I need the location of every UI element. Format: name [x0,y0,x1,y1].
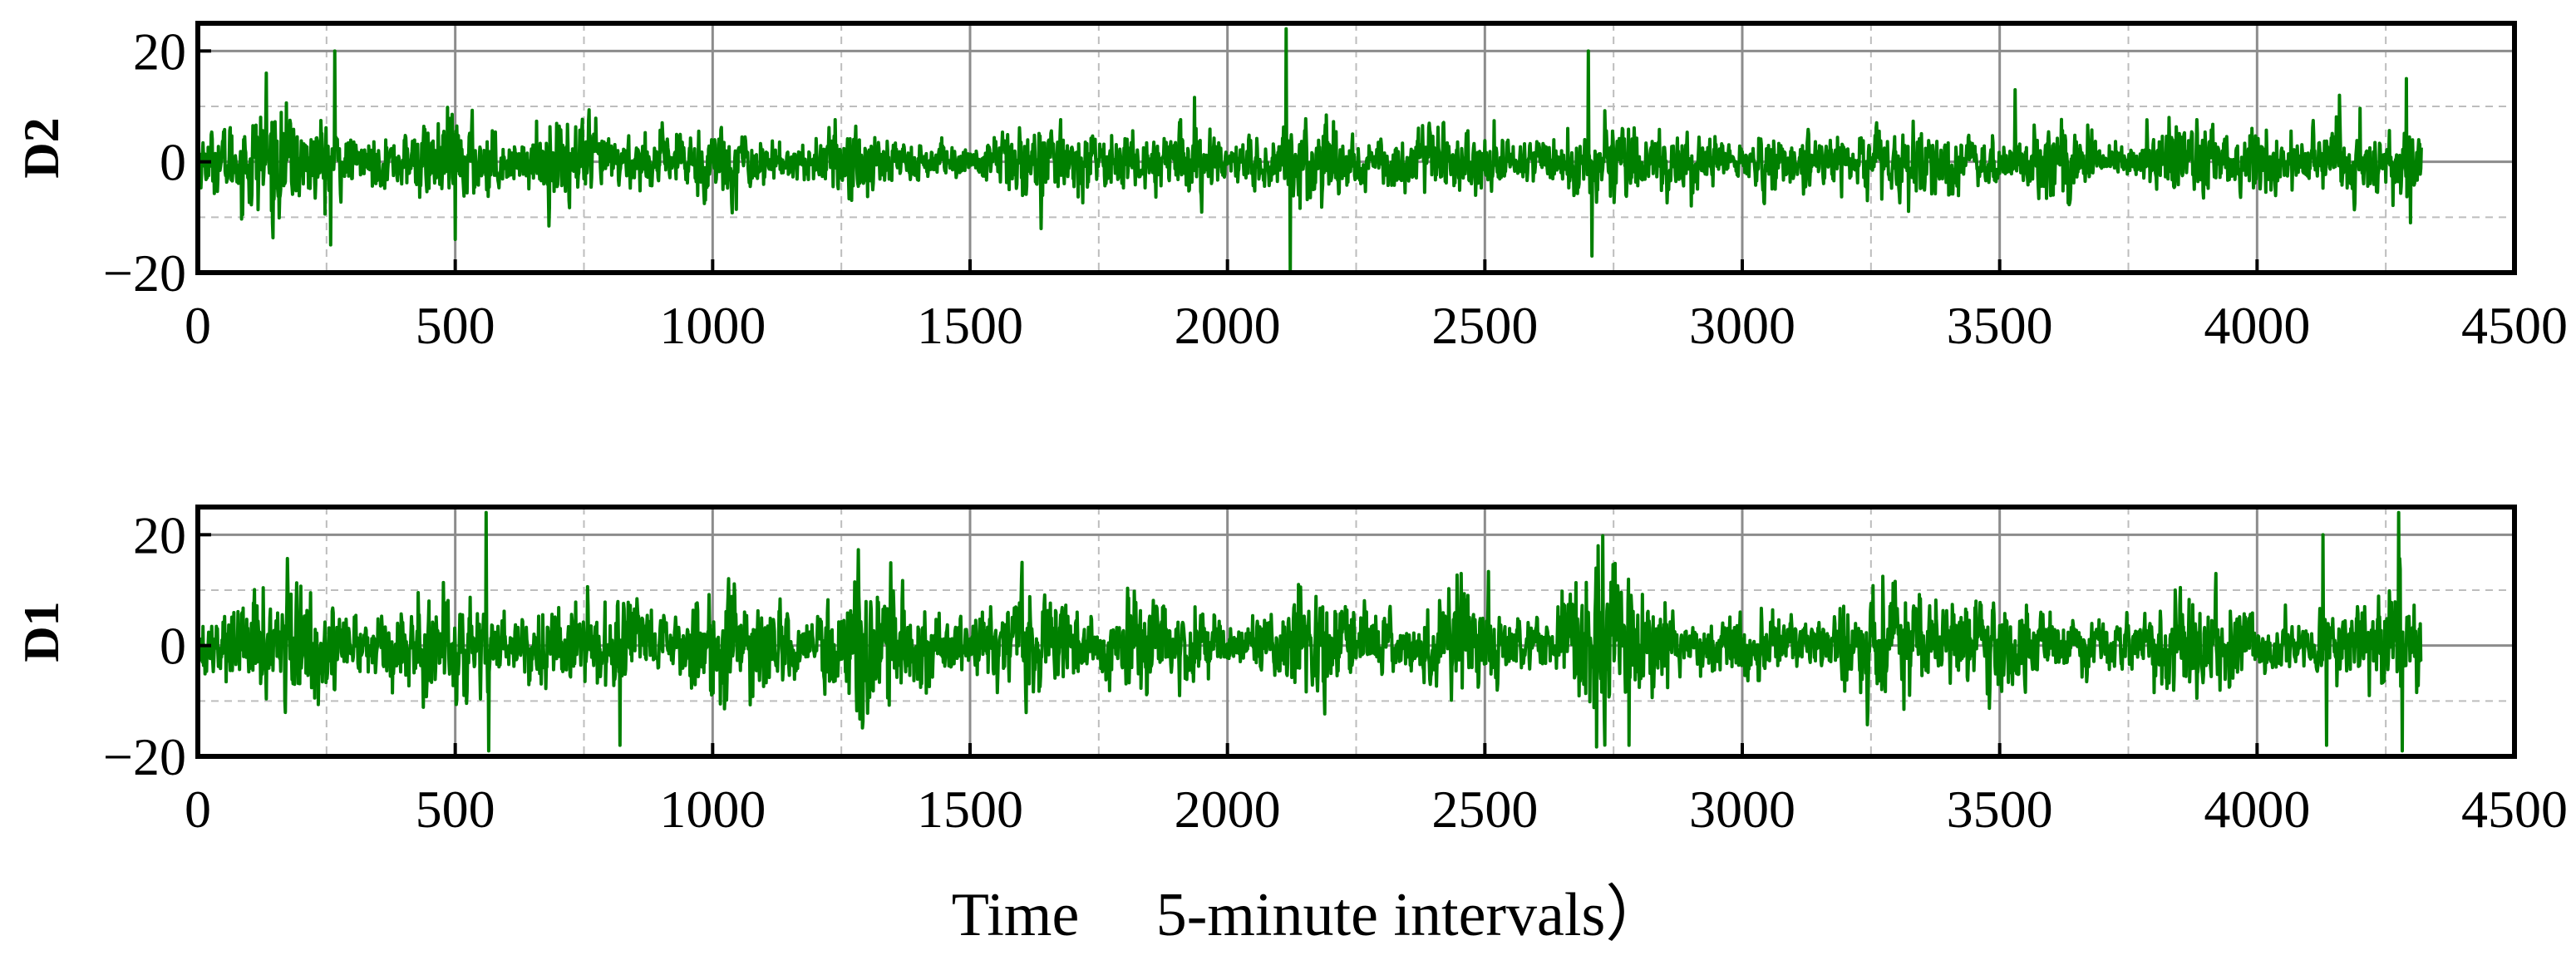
subplot-d2: 0 500 1000 1500 2000 2500 3000 3500 4000 4500−200… [14,21,2568,355]
x-tick-label: 2000 [1175,780,1281,839]
x-tick-label: 3500 [1947,296,2053,355]
y-tick-label: 20 [133,505,186,564]
y-tick-label: 0 [160,133,186,192]
x-tick-label: 3500 [1947,780,2053,839]
x-tick-label: 500 [416,296,495,355]
y-axis-label: D2 [14,117,69,178]
series-line-d1 [196,510,2423,753]
x-tick-label: 1500 [917,780,1023,839]
x-tick-label: 4500 [2461,296,2568,355]
plot-frame [195,505,2517,759]
x-tick-label: 4000 [2204,780,2310,839]
x-tick-label: 0 [185,780,211,839]
x-tick-label: 3000 [1689,296,1795,355]
y-tick-label: 0 [160,617,186,676]
y-axis-label: D1 [14,601,69,662]
x-tick-label: 2500 [1431,780,1538,839]
subplot-d1: 0 500 1000 1500 2000 2500 3000 3500 4000 4500−200… [14,505,2568,839]
x-tick-label: 3000 [1689,780,1795,839]
x-tick-label: 1500 [917,296,1023,355]
y-tick-label: −20 [103,727,186,786]
x-tick-label: 0 [185,296,211,355]
x-tick-label: 4000 [2204,296,2310,355]
x-axis-label: Time 5-minute intervals） [952,881,1667,949]
x-tick-label: 1000 [659,296,766,355]
x-tick-label: 4500 [2461,780,2568,839]
series-line-d2 [196,27,2423,274]
y-tick-label: −20 [103,244,186,303]
x-tick-label: 500 [416,780,495,839]
x-tick-label: 1000 [659,780,766,839]
x-tick-label: 2500 [1431,296,1538,355]
x-tick-label: 2000 [1175,296,1281,355]
y-tick-label: 20 [133,22,186,81]
plot-frame [195,21,2517,275]
